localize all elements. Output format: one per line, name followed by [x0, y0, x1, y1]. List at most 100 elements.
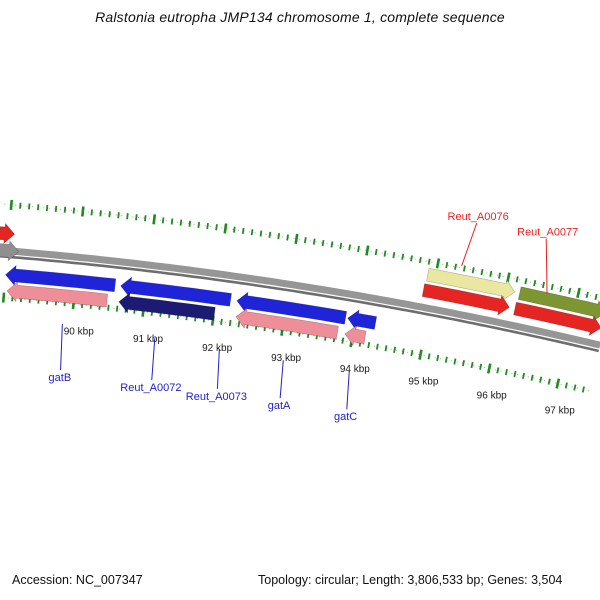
ruler-tick: [418, 256, 422, 264]
scale-label: 91 kbp: [133, 334, 163, 345]
gene-label[interactable]: Reut_A0073: [186, 391, 247, 403]
gene-label[interactable]: gatC: [334, 411, 357, 423]
ruler-tick: [250, 229, 254, 236]
ruler-tick: [515, 276, 519, 283]
ruler-tick: [410, 349, 414, 357]
ruler-tick: [506, 272, 511, 283]
gene-arrow[interactable]: [120, 276, 232, 307]
gene-label[interactable]: Reut_A0077: [517, 227, 578, 239]
gene-label[interactable]: gatA: [268, 400, 291, 412]
ruler-tick: [471, 267, 475, 274]
ruler-tick: [99, 210, 102, 217]
gene-arrow[interactable]: [6, 280, 109, 308]
ruler-tick: [568, 287, 572, 295]
ruler-tick: [541, 281, 545, 289]
gene-arrow[interactable]: [513, 301, 600, 337]
ruler-tick: [384, 345, 388, 352]
ruler-tick: [228, 319, 232, 327]
ruler-tick: [152, 214, 157, 225]
ruler-tick: [197, 221, 201, 228]
ruler-tick: [374, 248, 378, 256]
label-leader-line: [545, 238, 548, 295]
ruler-tick: [435, 258, 441, 269]
ruler-tick: [367, 342, 371, 349]
gene-label[interactable]: gatB: [49, 372, 72, 384]
gene-arrow[interactable]: [118, 292, 216, 321]
ruler-tick: [418, 349, 423, 360]
ruler-tick: [445, 261, 449, 269]
gene-arrow[interactable]: [517, 286, 600, 321]
ruler-tick: [81, 206, 85, 217]
ruler-tick: [268, 231, 272, 238]
ruler-tick: [393, 346, 397, 353]
ruler-tick: [504, 369, 508, 376]
gene-arrow[interactable]: [421, 283, 510, 316]
gene-arrow[interactable]: [344, 325, 367, 347]
gene-label[interactable]: Reut_A0076: [448, 211, 509, 223]
ruler-tick: [498, 272, 502, 279]
gene-arrow[interactable]: [0, 240, 20, 262]
accession-text: Accession: NC_007347: [12, 573, 143, 587]
label-leader-line: [216, 349, 220, 389]
ruler-tick: [161, 217, 165, 224]
ruler-tick: [444, 356, 448, 363]
ruler-tick: [237, 321, 241, 328]
ruler-tick: [36, 204, 40, 211]
ruler-tick: [233, 226, 236, 233]
ruler-tick: [28, 203, 31, 210]
ruler-tick: [401, 348, 405, 355]
ruler-tick: [454, 263, 458, 270]
scale-label: 97 kbp: [545, 405, 575, 416]
gene-arrow[interactable]: [236, 291, 348, 325]
ruler-tick: [539, 376, 543, 383]
ruler-tick: [259, 230, 263, 237]
ruler-tick: [479, 363, 483, 370]
ruler-tick: [107, 304, 110, 311]
ruler-tick: [401, 253, 405, 260]
ruler-tick: [339, 242, 343, 250]
ruler-tick: [90, 209, 93, 216]
ruler-tick: [321, 239, 325, 247]
label-leader-line: [60, 323, 63, 371]
ruler-tick: [486, 363, 492, 374]
ruler-tick: [564, 382, 568, 389]
gene-label[interactable]: Reut_A0072: [120, 382, 181, 394]
ruler-tick: [581, 386, 585, 393]
ruler-tick: [144, 215, 147, 222]
ruler-tick: [489, 270, 493, 277]
ruler-tick: [277, 233, 281, 240]
scale-label: 93 kbp: [271, 353, 301, 364]
ruler-tick: [576, 287, 581, 299]
ruler-tick: [365, 245, 370, 256]
ruler-tick: [480, 268, 484, 276]
gene-arrow[interactable]: [347, 309, 378, 331]
ruler-tick: [436, 354, 440, 362]
ruler-tick: [522, 372, 526, 380]
gene-arrow[interactable]: [5, 264, 117, 293]
ruler-tick: [108, 211, 111, 218]
ruler-tick: [117, 212, 120, 219]
ruler-tick: [206, 222, 209, 230]
ruler-tick: [135, 214, 138, 221]
gene-arrow[interactable]: [235, 307, 339, 340]
label-leader-line: [279, 360, 284, 399]
ruler-tick: [115, 305, 119, 312]
label-leader-line: [346, 371, 350, 410]
ruler-tick: [341, 337, 345, 344]
ruler-tick: [45, 204, 49, 212]
chromosome-backbone: [0, 246, 600, 349]
ruler-tick: [550, 283, 554, 291]
gene-arrow[interactable]: [426, 267, 516, 301]
ruler-tick: [54, 205, 58, 212]
ruler-tick: [170, 218, 174, 225]
ruler-tick: [594, 293, 598, 301]
ruler-tick: [462, 360, 465, 367]
ruler-tick: [348, 244, 352, 251]
gene-arrow[interactable]: [0, 222, 16, 245]
ruler-tick: [555, 378, 561, 389]
ruler-tick: [223, 223, 228, 234]
status-bar: Accession: NC_007347 Topology: circular;…: [0, 571, 600, 595]
ruler-tick: [410, 255, 413, 262]
